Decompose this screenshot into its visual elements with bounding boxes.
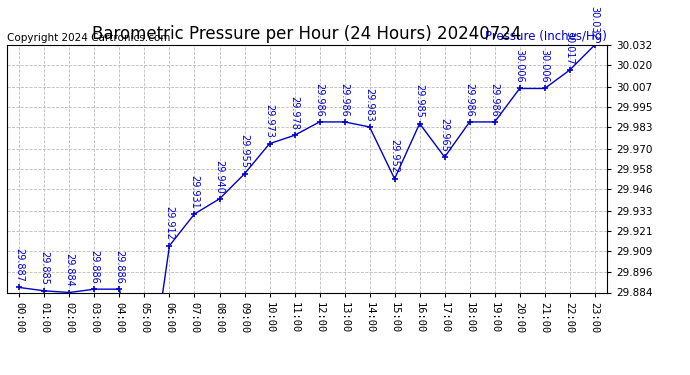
Text: 29.912: 29.912	[164, 206, 175, 240]
Text: 29.986: 29.986	[315, 82, 324, 116]
Text: Copyright 2024 Cartronics.com: Copyright 2024 Cartronics.com	[7, 33, 170, 42]
Text: 30.006: 30.006	[540, 49, 550, 83]
Text: 29.886: 29.886	[115, 250, 124, 284]
Text: 29.885: 29.885	[39, 251, 50, 285]
Text: 29.985: 29.985	[415, 84, 424, 118]
Text: 29.884: 29.884	[64, 253, 75, 287]
Text: 30.032: 30.032	[590, 6, 600, 39]
Text: 29.986: 29.986	[490, 82, 500, 116]
Text: 29.940: 29.940	[215, 159, 224, 193]
Text: 29.808: 29.808	[0, 374, 1, 375]
Text: 29.986: 29.986	[339, 82, 350, 116]
Text: 29.931: 29.931	[190, 175, 199, 208]
Text: 29.986: 29.986	[464, 82, 475, 116]
Text: 29.973: 29.973	[264, 104, 275, 138]
Text: 29.952: 29.952	[390, 139, 400, 173]
Text: 29.965: 29.965	[440, 118, 450, 152]
Text: 29.887: 29.887	[14, 248, 24, 282]
Text: 29.886: 29.886	[90, 250, 99, 284]
Text: 29.983: 29.983	[364, 88, 375, 122]
Title: Barometric Pressure per Hour (24 Hours) 20240724: Barometric Pressure per Hour (24 Hours) …	[92, 26, 522, 44]
Text: Pressure (Inches/Hg): Pressure (Inches/Hg)	[485, 30, 607, 42]
Text: 29.955: 29.955	[239, 134, 250, 168]
Text: 29.978: 29.978	[290, 96, 299, 130]
Text: 30.006: 30.006	[515, 49, 524, 83]
Text: 30.017: 30.017	[564, 31, 575, 64]
